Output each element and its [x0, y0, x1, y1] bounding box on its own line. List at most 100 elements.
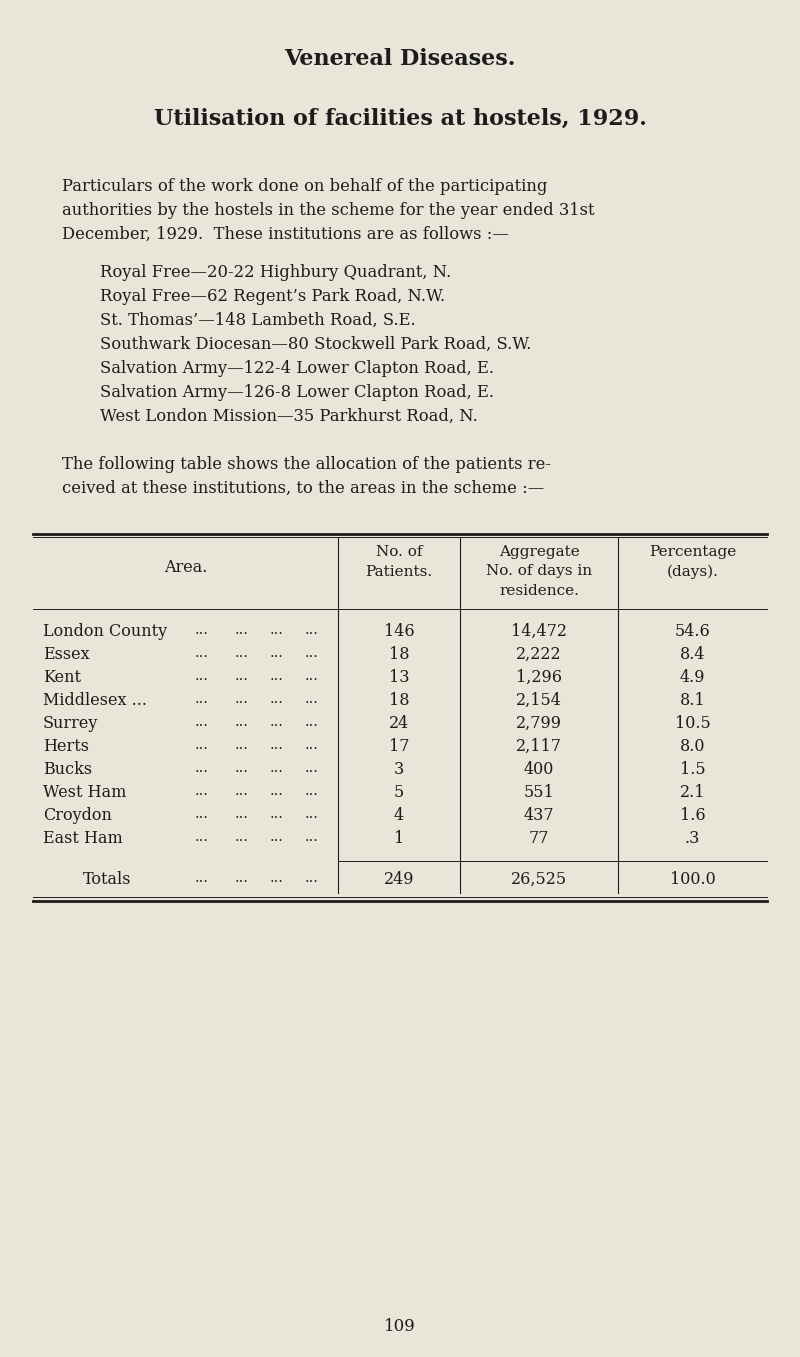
- Text: ...: ...: [305, 623, 319, 636]
- Text: ...: ...: [195, 669, 209, 683]
- Text: ...: ...: [235, 738, 249, 752]
- Text: Essex: Essex: [43, 646, 90, 664]
- Text: 2,222: 2,222: [516, 646, 562, 664]
- Text: Herts: Herts: [43, 738, 89, 754]
- Text: Aggregate
No. of days in
residence.: Aggregate No. of days in residence.: [486, 546, 592, 598]
- Text: 1: 1: [394, 830, 404, 847]
- Text: 4.9: 4.9: [680, 669, 706, 687]
- Text: ...: ...: [305, 738, 319, 752]
- Text: 4: 4: [394, 807, 404, 824]
- Text: 109: 109: [384, 1318, 416, 1335]
- Text: West London Mission—35 Parkhurst Road, N.: West London Mission—35 Parkhurst Road, N…: [100, 408, 478, 425]
- Text: 3: 3: [394, 761, 404, 778]
- Text: authorities by the hostels in the scheme for the year ended 31st: authorities by the hostels in the scheme…: [62, 202, 594, 218]
- Text: 5: 5: [394, 784, 404, 801]
- Text: ...: ...: [235, 871, 249, 885]
- Text: .3: .3: [685, 830, 700, 847]
- Text: ...: ...: [305, 692, 319, 706]
- Text: 2.1: 2.1: [680, 784, 706, 801]
- Text: 77: 77: [529, 830, 550, 847]
- Text: 18: 18: [389, 692, 410, 708]
- Text: ...: ...: [195, 761, 209, 775]
- Text: 1.6: 1.6: [680, 807, 706, 824]
- Text: ...: ...: [195, 692, 209, 706]
- Text: 2,799: 2,799: [516, 715, 562, 731]
- Text: ...: ...: [235, 692, 249, 706]
- Text: Area.: Area.: [164, 559, 207, 575]
- Text: 8.0: 8.0: [680, 738, 706, 754]
- Text: 400: 400: [524, 761, 554, 778]
- Text: No. of
Patients.: No. of Patients.: [366, 546, 433, 578]
- Text: 8.4: 8.4: [680, 646, 706, 664]
- Text: 26,525: 26,525: [511, 871, 567, 887]
- Text: 18: 18: [389, 646, 410, 664]
- Text: ...: ...: [305, 807, 319, 821]
- Text: Salvation Army—126-8 Lower Clapton Road, E.: Salvation Army—126-8 Lower Clapton Road,…: [100, 384, 494, 402]
- Text: ...: ...: [270, 784, 284, 798]
- Text: ...: ...: [270, 715, 284, 729]
- Text: St. Thomas’—148 Lambeth Road, S.E.: St. Thomas’—148 Lambeth Road, S.E.: [100, 312, 416, 328]
- Text: ...: ...: [235, 623, 249, 636]
- Text: Royal Free—62 Regent’s Park Road, N.W.: Royal Free—62 Regent’s Park Road, N.W.: [100, 288, 445, 305]
- Text: ...: ...: [235, 669, 249, 683]
- Text: ...: ...: [195, 715, 209, 729]
- Text: ...: ...: [270, 761, 284, 775]
- Text: ...: ...: [195, 646, 209, 660]
- Text: ...: ...: [305, 871, 319, 885]
- Text: ...: ...: [305, 784, 319, 798]
- Text: ...: ...: [305, 830, 319, 844]
- Text: ...: ...: [235, 646, 249, 660]
- Text: 8.1: 8.1: [680, 692, 706, 708]
- Text: ...: ...: [235, 807, 249, 821]
- Text: ...: ...: [270, 692, 284, 706]
- Text: 17: 17: [389, 738, 410, 754]
- Text: East Ham: East Ham: [43, 830, 122, 847]
- Text: 249: 249: [384, 871, 414, 887]
- Text: ...: ...: [270, 871, 284, 885]
- Text: ...: ...: [305, 669, 319, 683]
- Text: December, 1929.  These institutions are as follows :—: December, 1929. These institutions are a…: [62, 227, 509, 243]
- Text: Venereal Diseases.: Venereal Diseases.: [284, 47, 516, 71]
- Text: Bucks: Bucks: [43, 761, 92, 778]
- Text: Royal Free—20-22 Highbury Quadrant, N.: Royal Free—20-22 Highbury Quadrant, N.: [100, 265, 451, 281]
- Text: The following table shows the allocation of the patients re-: The following table shows the allocation…: [62, 456, 551, 474]
- Text: 2,154: 2,154: [516, 692, 562, 708]
- Text: ...: ...: [235, 784, 249, 798]
- Text: ...: ...: [195, 623, 209, 636]
- Text: ...: ...: [195, 871, 209, 885]
- Text: Southwark Diocesan—80 Stockwell Park Road, S.W.: Southwark Diocesan—80 Stockwell Park Roa…: [100, 337, 531, 353]
- Text: ...: ...: [270, 738, 284, 752]
- Text: Middlesex ...: Middlesex ...: [43, 692, 147, 708]
- Text: 100.0: 100.0: [670, 871, 715, 887]
- Text: ceived at these institutions, to the areas in the scheme :—: ceived at these institutions, to the are…: [62, 480, 544, 497]
- Text: Croydon: Croydon: [43, 807, 112, 824]
- Text: Percentage
(days).: Percentage (days).: [649, 546, 736, 579]
- Text: 551: 551: [524, 784, 554, 801]
- Text: 13: 13: [389, 669, 410, 687]
- Text: ...: ...: [235, 830, 249, 844]
- Text: 2,117: 2,117: [516, 738, 562, 754]
- Text: Kent: Kent: [43, 669, 81, 687]
- Text: ...: ...: [235, 761, 249, 775]
- Text: 14,472: 14,472: [511, 623, 567, 641]
- Text: ...: ...: [235, 715, 249, 729]
- Text: ...: ...: [270, 669, 284, 683]
- Text: Particulars of the work done on behalf of the participating: Particulars of the work done on behalf o…: [62, 178, 547, 195]
- Text: 24: 24: [389, 715, 409, 731]
- Text: Surrey: Surrey: [43, 715, 98, 731]
- Text: 1,296: 1,296: [516, 669, 562, 687]
- Text: Salvation Army—122-4 Lower Clapton Road, E.: Salvation Army—122-4 Lower Clapton Road,…: [100, 360, 494, 377]
- Text: 146: 146: [384, 623, 414, 641]
- Text: 54.6: 54.6: [674, 623, 710, 641]
- Text: ...: ...: [270, 623, 284, 636]
- Text: 10.5: 10.5: [674, 715, 710, 731]
- Text: West Ham: West Ham: [43, 784, 126, 801]
- Text: Utilisation of facilities at hostels, 1929.: Utilisation of facilities at hostels, 19…: [154, 109, 646, 130]
- Text: London County: London County: [43, 623, 167, 641]
- Text: ...: ...: [195, 784, 209, 798]
- Text: ...: ...: [305, 646, 319, 660]
- Text: ...: ...: [305, 761, 319, 775]
- Text: ...: ...: [195, 738, 209, 752]
- Text: ...: ...: [305, 715, 319, 729]
- Text: 437: 437: [524, 807, 554, 824]
